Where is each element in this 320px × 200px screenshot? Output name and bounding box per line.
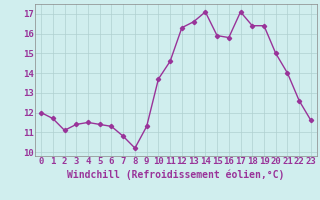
X-axis label: Windchill (Refroidissement éolien,°C): Windchill (Refroidissement éolien,°C) bbox=[67, 169, 285, 180]
